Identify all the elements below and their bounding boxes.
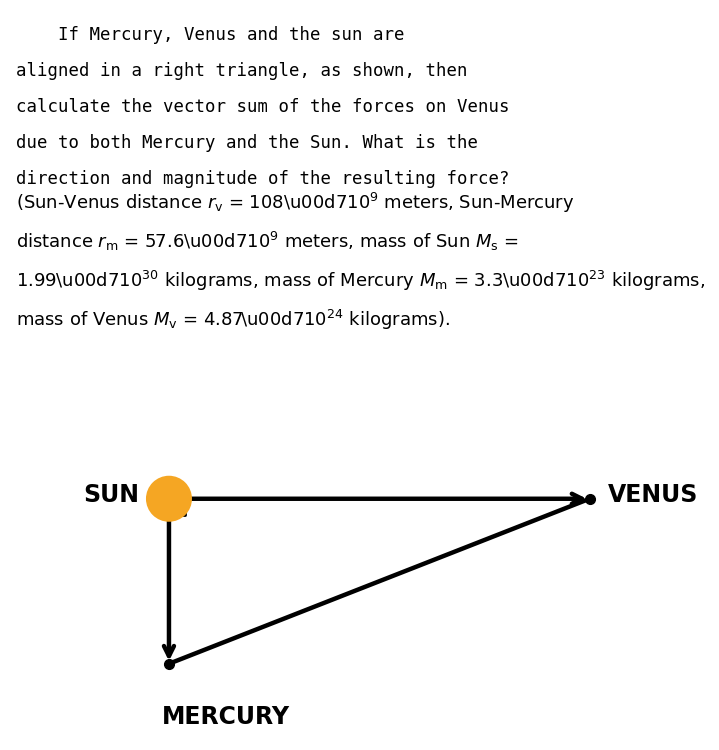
Ellipse shape	[146, 476, 192, 522]
Text: aligned in a right triangle, as shown, then: aligned in a right triangle, as shown, t…	[16, 62, 467, 80]
Text: direction and magnitude of the resulting force?: direction and magnitude of the resulting…	[16, 170, 509, 188]
Text: mass of Venus $M_{\rm v}$ = 4.87\u00d710$^{24}$ kilograms).: mass of Venus $M_{\rm v}$ = 4.87\u00d710…	[16, 308, 449, 332]
Text: If Mercury, Venus and the sun are: If Mercury, Venus and the sun are	[16, 26, 404, 44]
Text: MERCURY: MERCURY	[162, 705, 290, 729]
Text: distance $r_{\rm m}$ = 57.6\u00d710$^{9}$ meters, mass of Sun $M_{\rm s}$ =: distance $r_{\rm m}$ = 57.6\u00d710$^{9}…	[16, 230, 518, 254]
Text: calculate the vector sum of the forces on Venus: calculate the vector sum of the forces o…	[16, 98, 509, 116]
Text: (Sun-Venus distance $r_{\rm v}$ = 108\u00d710$^{9}$ meters, Sun-Mercury: (Sun-Venus distance $r_{\rm v}$ = 108\u0…	[16, 191, 574, 215]
Text: due to both Mercury and the Sun. What is the: due to both Mercury and the Sun. What is…	[16, 134, 478, 152]
Text: VENUS: VENUS	[608, 483, 698, 507]
Text: SUN: SUN	[83, 483, 139, 507]
Text: 1.99\u00d710$^{30}$ kilograms, mass of Mercury $M_{\rm m}$ = 3.3\u00d710$^{23}$ : 1.99\u00d710$^{30}$ kilograms, mass of M…	[16, 269, 705, 293]
